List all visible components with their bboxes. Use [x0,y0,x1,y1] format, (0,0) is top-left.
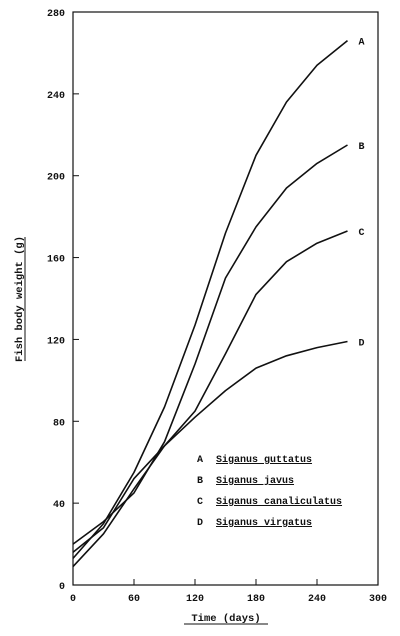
legend-entry-name: Siganus javus [216,475,294,487]
legend-key: D [197,518,203,529]
y-axis-title: Fish body weight (g) [14,236,26,362]
x-axis-title: Time (days) [191,613,260,625]
x-tick-label: 120 [186,594,204,605]
curve-label-d: D [359,338,365,349]
x-axis: 0 60 120 180 240 300 [70,579,387,605]
y-tick-label: 280 [47,9,65,20]
y-tick-label: 80 [53,418,65,429]
series-line-d [72,340,348,568]
x-tick-label: 240 [308,594,326,605]
legend-key: A [197,455,203,466]
y-tick-label: 160 [47,255,65,266]
legend-entry-name: Siganus canaliculatus [216,496,342,508]
x-tick-label: 300 [369,594,387,605]
curve-label-c: C [359,228,365,239]
plot-frame [72,11,379,586]
series-layer [72,39,349,568]
y-tick-label: 0 [59,582,65,593]
legend: A Siganus guttatus B Siganus javus C Siganus … [197,454,342,529]
y-tick-label: 240 [47,91,65,102]
y-tick-label: 120 [47,336,65,347]
legend-entry-name: Siganus guttatus [216,454,312,466]
y-tick-label: 200 [47,173,65,184]
x-tick-label: 0 [70,594,76,605]
legend-entry-name: Siganus virgatus [216,517,312,529]
curve-label-a: A [359,38,365,49]
y-axis: 0 40 80 120 160 200 240 280 [47,9,79,593]
series-line-b [72,144,348,545]
curve-labels: A B C D [359,38,365,350]
series-line-a [72,39,349,559]
curve-label-b: B [359,142,365,153]
x-tick-label: 60 [128,594,140,605]
x-tick-label: 180 [247,594,265,605]
legend-key: B [197,476,203,487]
legend-key: C [197,497,203,508]
y-tick-label: 40 [53,500,65,511]
series-line-c [72,230,348,553]
